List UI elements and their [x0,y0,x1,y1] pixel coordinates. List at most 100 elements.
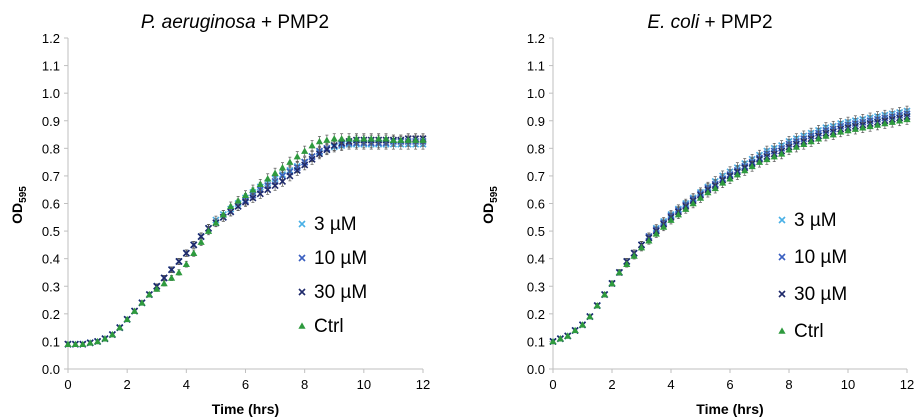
data-point [896,117,904,124]
data-point [86,339,94,346]
chart-title-organism: P. aeruginosa [141,12,256,33]
data-point [301,147,309,154]
data-point [271,169,279,176]
chart-title: E. coli + PMP2 [647,12,772,33]
data-point [167,266,176,274]
data-point [197,233,205,241]
y-tick-label: 0.1 [42,334,60,349]
x-tick-label: 10 [841,377,855,392]
y-tick-label: 1.0 [527,86,545,101]
data-point [330,135,338,142]
data-point [182,260,190,267]
data-point [323,136,331,143]
x-tick-label: 6 [242,377,249,392]
y-tick-label: 0.4 [42,252,60,267]
legend-label: 10 µM [794,247,847,268]
data-point [286,172,294,180]
data-point [278,172,287,180]
data-point [903,115,911,123]
data-point [593,301,601,309]
y-tick-label: 0.0 [42,362,60,377]
x-tick-label: 12 [416,377,430,392]
data-point [851,125,859,132]
data-point [645,237,653,244]
data-point [219,210,227,218]
data-point [360,135,368,142]
data-point [615,268,623,276]
data-point [382,135,390,142]
y-tick-label: 0.3 [527,279,545,294]
data-point [755,158,764,165]
x-axis-label: Time (hrs) [212,401,279,417]
data-point [726,175,734,182]
series-3 [64,133,427,347]
y-tick-label: 0.7 [42,169,60,184]
data-point [71,340,79,347]
y-tick-label: 0.8 [42,141,60,156]
data-point [873,121,882,128]
chart-panel-p-aeruginosa: 0.0 0.1 0.2 0.3 0.4 0.5 0.6 0.7 0.8 0.9 1.0 1.1 1.2 0… [9,12,430,417]
legend-label: 30 µM [314,282,367,303]
data-point [792,143,800,150]
data-point [315,150,324,158]
legend-marker [778,327,786,334]
data-point [293,153,301,160]
data-point [770,153,778,160]
data-point [212,219,220,226]
data-point [197,238,205,245]
x-tick-label: 4 [183,377,190,392]
y-tick-label: 0.2 [42,307,60,322]
data-point [888,118,896,125]
data-point [881,119,889,127]
data-point [123,315,131,323]
legend-marker [298,254,306,262]
data-point [338,135,346,142]
data-point [160,274,168,282]
chart-title-treatment: + PMP2 [699,12,772,33]
data-point [652,230,660,237]
chart-title-treatment: + PMP2 [256,12,329,33]
data-point [264,186,272,194]
legend-marker [778,253,786,261]
data-point [549,337,557,345]
legend-label: Ctrl [794,321,824,342]
y-tick-label: 0.8 [527,141,545,156]
series-1 [64,136,427,348]
data-point [404,136,412,143]
data-point [293,166,301,174]
legend-marker [778,216,786,224]
data-point [175,257,183,265]
data-point [389,136,398,143]
data-point [807,137,815,145]
data-point [837,128,845,135]
data-point [249,194,257,202]
data-point [822,132,830,139]
data-point [153,285,161,292]
data-point [800,140,808,147]
y-tick-label: 0.3 [42,279,60,294]
data-point [138,299,146,306]
chart-title-organism: E. coli [647,12,700,33]
y-axis-label: OD595 [480,186,500,224]
legend-label: 3 µM [314,214,357,235]
data-point [64,340,72,347]
data-point [264,175,272,182]
data-point [190,241,198,249]
y-tick-label: 0.2 [527,307,545,322]
y-tick-label: 0.9 [42,114,60,129]
x-tick-label: 8 [301,377,308,392]
data-point [866,122,874,130]
data-point [116,324,124,331]
data-point [256,190,264,198]
x-tick-label: 6 [726,377,733,392]
chart-panel-e-coli: 0.0 0.1 0.2 0.3 0.4 0.5 0.6 0.7 0.8 0.9 1.0 1.1 1.2 0… [480,12,914,417]
data-point [763,155,771,163]
legend-marker [298,220,306,228]
data-point [682,205,690,212]
data-point [286,158,294,165]
data-point [345,135,353,142]
data-point [323,146,331,154]
data-point [785,146,793,153]
x-tick-label: 2 [608,377,615,392]
data-point [352,135,361,142]
